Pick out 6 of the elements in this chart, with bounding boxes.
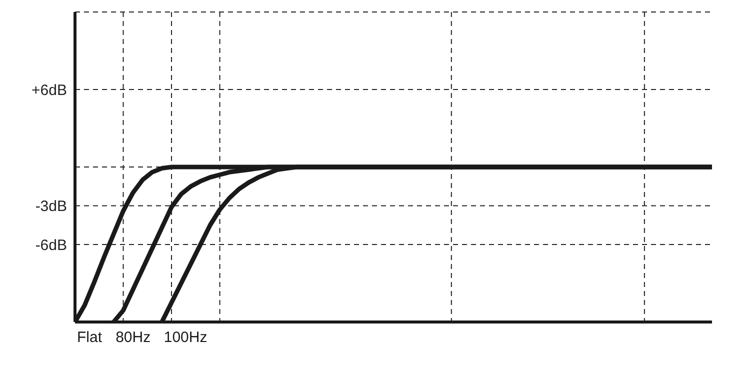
y-tick-label: -6dB [35, 236, 67, 254]
series-label: 80Hz [116, 329, 151, 346]
y-tick-label: -3dB [35, 198, 67, 216]
series-label: 100Hz [164, 329, 208, 346]
series-label: Flat [77, 329, 102, 346]
y-tick-label: +6dB [32, 82, 67, 99]
